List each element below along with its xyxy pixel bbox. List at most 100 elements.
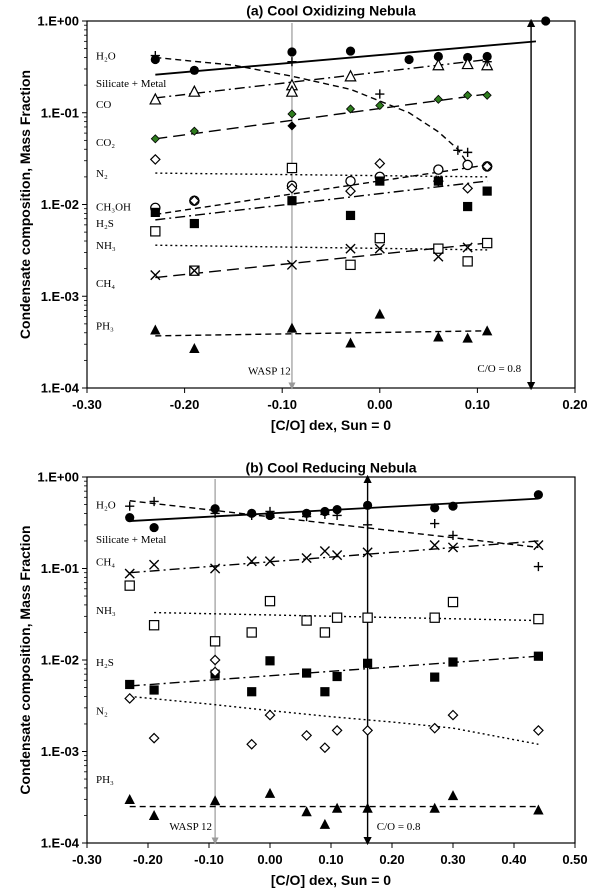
fit-line-ph <box>155 330 488 337</box>
point-n <box>374 232 386 244</box>
point-nh <box>331 612 343 623</box>
point-ph <box>533 804 544 815</box>
fit-line-o-reservoir <box>155 56 469 164</box>
point-h-o <box>345 46 356 56</box>
fit-line-nh <box>154 611 539 622</box>
point-o-reservoir <box>453 145 463 155</box>
point-ch <box>150 270 161 281</box>
y-tick-label: 1.E+00 <box>37 470 79 485</box>
point-silicate-metal <box>188 84 201 97</box>
point-n <box>301 729 313 741</box>
fit-line-h-s <box>155 180 488 221</box>
point-nh <box>124 580 135 591</box>
y-tick-label: 1.E-02 <box>41 653 79 668</box>
x-tick-label: -0.20 <box>170 397 200 412</box>
x-tick-label: -0.10 <box>194 852 224 867</box>
point-ch <box>533 540 544 551</box>
species-label: H₂S <box>96 218 114 230</box>
point-o-reservoir <box>482 57 492 67</box>
point-ph <box>124 793 135 804</box>
point-ph <box>331 802 343 813</box>
x-tick-label: 0.00 <box>257 852 282 867</box>
point-h-s <box>320 687 330 697</box>
point-h-s <box>265 656 275 666</box>
point-ch-oh <box>345 185 356 197</box>
point-ch <box>319 545 330 557</box>
point-co <box>375 100 385 111</box>
point-co <box>345 104 356 114</box>
point-ph <box>374 308 385 319</box>
point-h-o <box>287 47 297 57</box>
species-label: CO₂ <box>96 137 115 149</box>
point-o-reservoir <box>150 50 160 61</box>
annotation-c-o-0-8: C/O = 0.8 <box>377 821 421 833</box>
y-tick-label: 1.E-03 <box>41 289 79 304</box>
y-tick-label: 1.E-02 <box>41 197 79 212</box>
point-n <box>124 693 136 704</box>
point-nh <box>319 627 331 638</box>
species-label: CO <box>96 99 111 111</box>
point-n <box>264 709 276 721</box>
point-nh <box>447 596 459 608</box>
fit-line-silicate-metal <box>155 58 488 99</box>
point-silicate-metal <box>265 506 275 517</box>
point-nh <box>301 615 312 626</box>
point-silicate-metal <box>320 509 330 520</box>
point-n <box>481 237 493 249</box>
y-tick-label: 1.E+00 <box>37 14 79 29</box>
point-ph <box>301 806 312 817</box>
point-h-o <box>541 16 551 26</box>
y-tick-label: 1.E-04 <box>41 836 80 851</box>
point-ph <box>345 337 356 348</box>
point-o-reservoir <box>287 57 297 67</box>
point-silicate-metal <box>149 92 162 105</box>
x-tick-label: 0.30 <box>440 852 465 867</box>
x-axis-label: [C/O] dex, Sun = 0 <box>271 417 391 433</box>
point-co <box>433 94 443 104</box>
point-ch <box>286 259 298 270</box>
point-h-s <box>533 651 543 661</box>
point-silicate-metal <box>332 510 342 521</box>
point-h-o <box>430 503 440 513</box>
x-tick-label: 0.10 <box>465 397 490 412</box>
point-silicate-metal <box>448 530 458 541</box>
point-ph <box>286 322 298 333</box>
point-co <box>482 90 492 100</box>
point-ch <box>189 265 200 276</box>
point-ch <box>345 243 356 254</box>
point-h-o <box>189 65 199 75</box>
x-tick-label: 0.20 <box>379 852 404 867</box>
point-ch <box>429 540 440 551</box>
x-tick-label: 0.40 <box>501 852 526 867</box>
point-ph <box>429 802 440 813</box>
species-label: N₂ <box>96 168 108 180</box>
species-label: H₂O <box>96 500 116 512</box>
x-tick-label: -0.30 <box>72 397 102 412</box>
point-h-s <box>375 176 385 186</box>
fit-line-n <box>155 172 488 178</box>
point-n <box>433 243 444 254</box>
point-h-s <box>150 207 160 218</box>
point-h-o <box>125 512 135 523</box>
point-nh <box>533 613 544 625</box>
point-silicate-metal <box>149 496 159 507</box>
point-ch <box>374 243 385 254</box>
annotation-wasp-12: WASP 12 <box>169 821 212 833</box>
fit-line-silicate-metal <box>129 500 539 549</box>
point-n <box>447 709 459 721</box>
point-n <box>319 742 331 754</box>
y-axis-label: Condensate composition, Mass Fraction <box>17 70 33 339</box>
point-silicate-metal <box>302 511 312 522</box>
point-ch-oh <box>481 160 493 172</box>
point-ch-oh <box>188 195 200 207</box>
point-ch <box>264 556 276 567</box>
species-label: H₂S <box>96 657 114 669</box>
point-nh <box>209 636 221 647</box>
point-silicate-metal <box>461 57 474 70</box>
species-label: CH₄ <box>96 278 115 290</box>
fit-line-ch-oh <box>155 164 488 216</box>
point-n <box>429 722 441 734</box>
point-n <box>532 724 544 736</box>
point-nh <box>362 612 373 623</box>
